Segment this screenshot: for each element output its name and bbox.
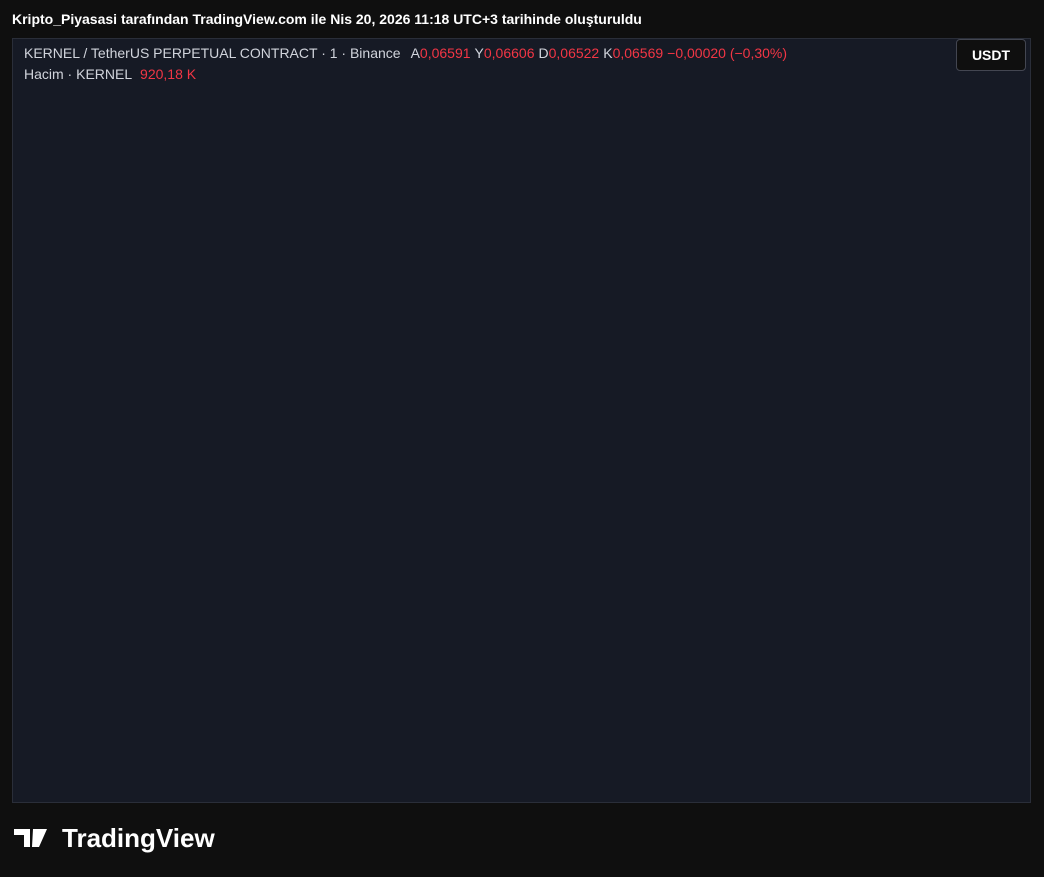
ohlc-key: Y xyxy=(474,45,484,61)
symbol: KERNEL / TetherUS PERPETUAL CONTRACT · 1… xyxy=(24,45,401,61)
volume-value: 920,18 K xyxy=(140,66,197,82)
ohlc-value: 0,06606 xyxy=(483,45,535,61)
chart-panel xyxy=(12,38,1031,803)
volume-row: Hacim · KERNEL 920,18 K xyxy=(24,66,200,82)
logo-text: TradingView xyxy=(62,823,215,853)
symbol-row: KERNEL / TetherUS PERPETUAL CONTRACT · 1… xyxy=(24,45,791,61)
ohlc-value: 0,06522 xyxy=(548,45,600,61)
ohlc-key: A xyxy=(410,45,420,61)
ohlc-key: D xyxy=(538,45,549,61)
logo: TradingView xyxy=(14,823,215,853)
attribution: Kripto_Piyasasi tarafından TradingView.c… xyxy=(12,11,642,27)
ohlc-key: K xyxy=(603,45,613,61)
change: −0,00020 (−0,30%) xyxy=(667,45,788,61)
volume-title: Hacim · KERNEL xyxy=(24,66,133,82)
ohlc-value: 0,06591 xyxy=(419,45,471,61)
currency-button[interactable]: USDT xyxy=(956,39,1026,71)
ohlc-value: 0,06569 xyxy=(612,45,664,61)
logo-icon xyxy=(14,829,47,847)
